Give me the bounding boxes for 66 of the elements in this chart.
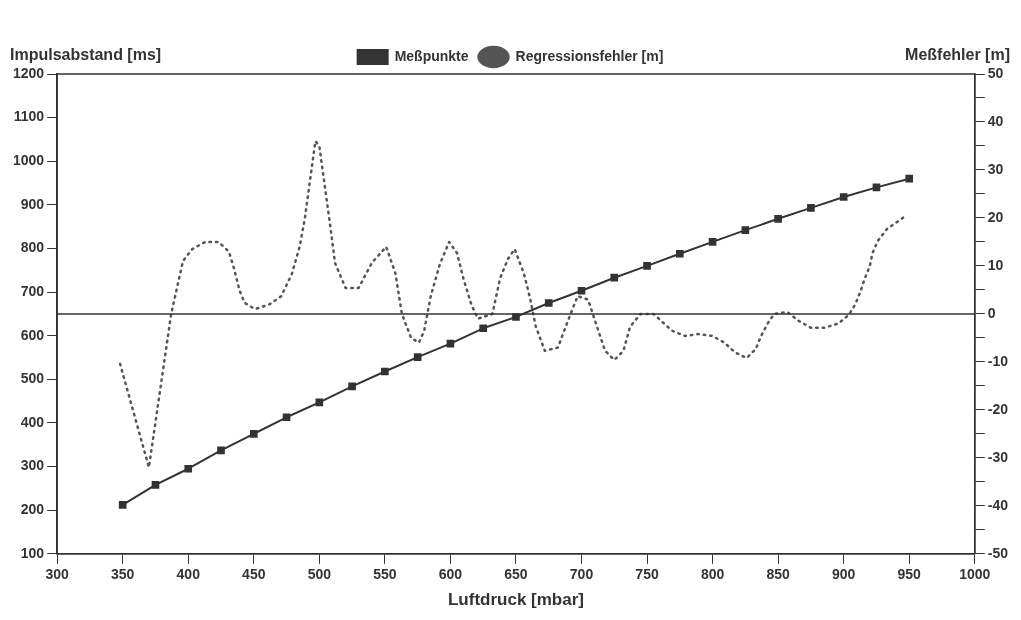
x-tick-label: 700 [569, 566, 594, 583]
y2-tick-label: 30 [987, 160, 1004, 177]
point [905, 174, 914, 183]
y2-tick-label: 40 [987, 112, 1004, 129]
y-axis-title: Impulsabstand [ms] [10, 46, 162, 64]
y-tick-label: 100 [20, 544, 45, 561]
x-tick-label: 650 [504, 566, 528, 583]
point [708, 238, 717, 246]
y2-tick-label: -10 [987, 352, 1009, 369]
y-tick-label: 300 [20, 457, 45, 474]
point [118, 501, 127, 509]
x-tick-label: 300 [45, 566, 70, 583]
point [217, 446, 225, 455]
point [381, 367, 389, 376]
point [249, 430, 258, 438]
legend-label: Regressionsfehler [m] [515, 47, 664, 64]
point [610, 273, 619, 282]
x-tick-label: 900 [832, 566, 856, 583]
y2-axis-title: Meßfehler [m] [905, 46, 1010, 64]
x-tick-label: 500 [307, 566, 332, 583]
x-tick-label: 850 [766, 566, 791, 583]
x-tick-label: 450 [242, 566, 266, 583]
y2-tick-label: -40 [987, 496, 1009, 513]
point [675, 249, 684, 258]
y-tick-label: 800 [20, 239, 45, 256]
y2-tick-label: 50 [987, 64, 1004, 81]
y2-tick-label: -30 [987, 448, 1009, 465]
point [348, 382, 356, 391]
point [282, 413, 291, 422]
y2-tick-label: 20 [987, 208, 1004, 225]
point [577, 286, 586, 295]
point [315, 398, 324, 407]
y-tick-label: 600 [20, 326, 45, 343]
point [839, 193, 848, 201]
y-tick-label: 500 [20, 370, 45, 387]
y-tick-label: 1100 [13, 108, 45, 125]
y2-tick-label: 0 [987, 304, 996, 321]
x-tick-label: 1000 [959, 566, 991, 583]
x-tick-label: 550 [373, 566, 397, 583]
x-axis-title: Luftdruck [mbar] [447, 590, 584, 610]
point [544, 299, 553, 307]
point [184, 464, 193, 473]
x-tick-label: 350 [111, 566, 135, 583]
y2-tick-label: -20 [987, 400, 1009, 417]
x-tick-label: 400 [176, 566, 201, 583]
point [413, 353, 422, 361]
x-tick-label: 950 [897, 566, 922, 583]
point [741, 226, 750, 234]
point [479, 324, 488, 333]
legend-label: Meßpunkte [394, 47, 469, 64]
point [151, 481, 160, 489]
y-tick-label: 700 [20, 282, 45, 299]
point [807, 204, 815, 212]
x-tick-label: 750 [635, 566, 659, 583]
line-series [118, 139, 906, 469]
y-tick-label: 900 [20, 195, 45, 212]
x-tick-label: 800 [700, 566, 725, 583]
y-tick-label: 400 [20, 413, 45, 430]
y-tick-label: 1000 [12, 152, 45, 169]
y-tick-label: 1200 [12, 64, 45, 81]
x-tick-label: 600 [438, 566, 463, 583]
point [774, 214, 782, 223]
y2-tick-label: -50 [987, 544, 1009, 561]
y2-tick-label: 10 [987, 256, 1004, 273]
y-tick-label: 200 [20, 501, 45, 518]
point [643, 262, 651, 270]
